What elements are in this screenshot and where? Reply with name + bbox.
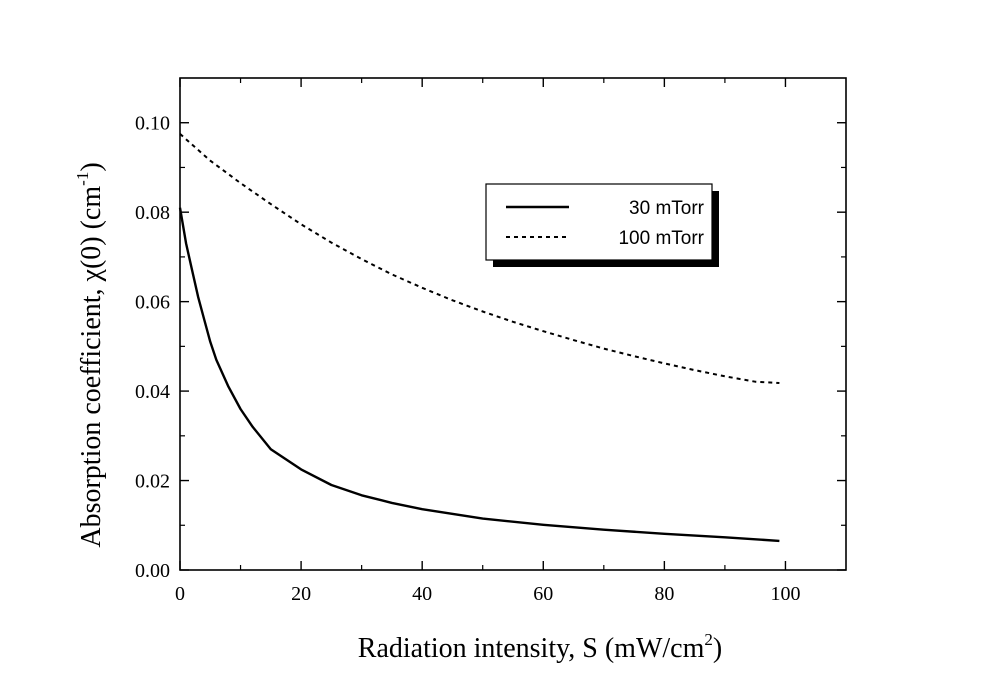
legend-label-30mtorr: 30 mTorr [629,198,705,219]
y-axis-title-main: Absorption coefficient, χ(0) (cm [76,186,107,548]
series-layer [178,133,780,543]
legend-box [485,183,713,261]
x-tick-label: 60 [533,583,553,605]
x-tick-label: 80 [654,583,674,605]
x-tick-label: 100 [770,583,800,605]
x-axis-title-main: Radiation intensity, S (mW/cm [358,633,705,664]
plot-frame [179,77,847,571]
x-axis-title-end: ) [713,633,722,664]
legend: 30 mTorr 100 mTorr [485,183,719,267]
y-axis-title-end: ) [76,162,107,171]
ticks-layer: 0 20 40 60 80 100 0.00 0.02 0.04 0.06 0.08 0.10 [135,78,846,605]
legend-label-100mtorr: 100 mTorr [618,228,704,249]
y-tick-label: 0.00 [135,560,170,582]
x-tick-label: 40 [412,583,432,605]
series-line-30-mtorr [178,207,780,543]
y-tick-label: 0.04 [135,381,170,403]
y-tick-label: 0.08 [135,202,170,224]
y-tick-label: 0.06 [135,292,170,314]
x-tick-label: 0 [175,583,185,605]
series-line-100-mtorr [179,133,780,384]
x-axis-title-sup: 2 [704,630,713,649]
y-tick-label: 0.02 [135,471,170,493]
y-axis-title: Absorption coefficient, χ(0) (cm-1) [73,162,107,547]
x-axis-title: Radiation intensity, S (mW/cm2) [358,630,722,664]
y-tick-label: 0.10 [135,113,170,135]
y-axis-title-sup: -1 [73,172,92,186]
x-tick-label: 20 [291,583,311,605]
